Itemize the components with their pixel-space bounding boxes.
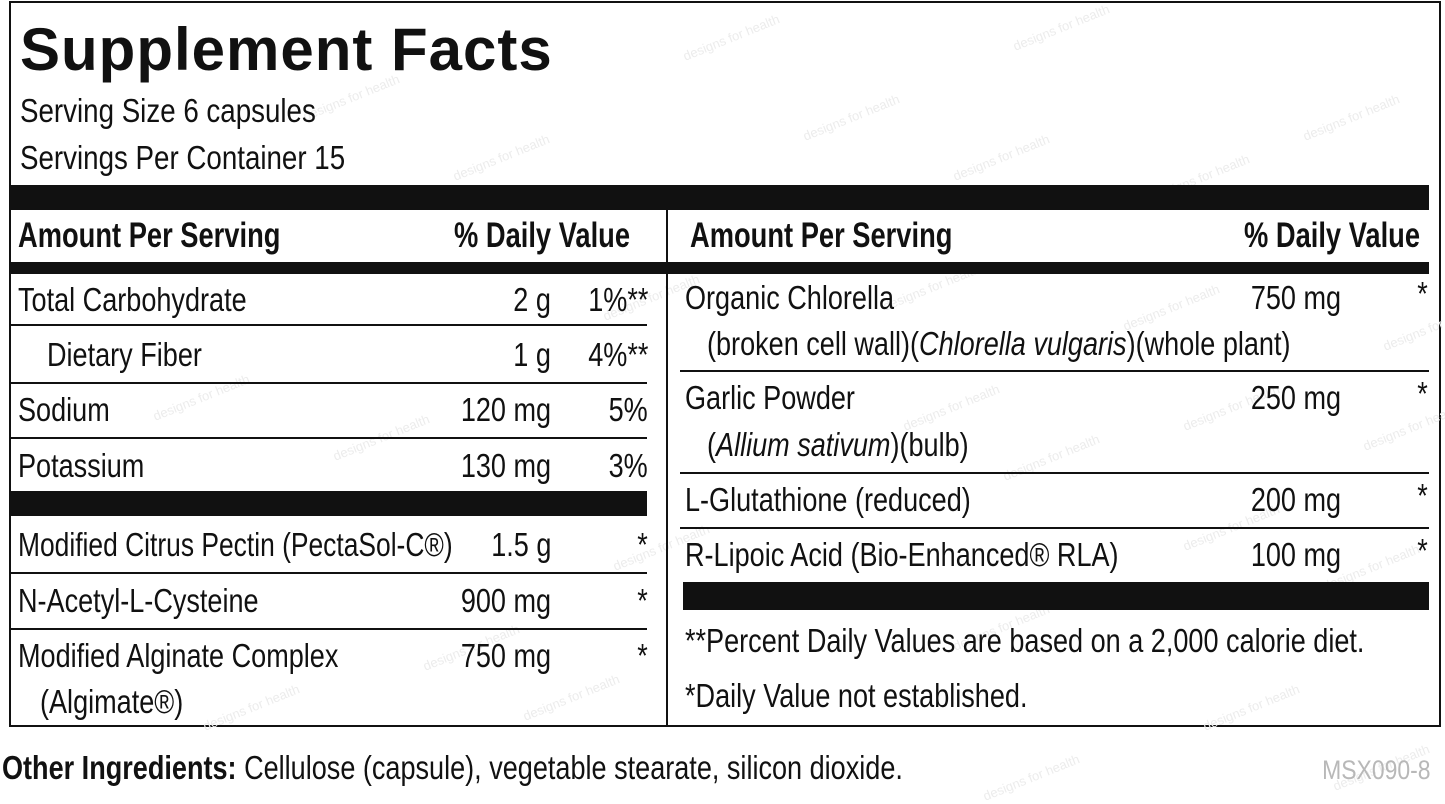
- footnote-percent: **Percent Daily Values are based on a 2,…: [685, 624, 1445, 657]
- row-dv: 5%: [608, 391, 648, 428]
- row-dv: 1%**: [587, 281, 648, 318]
- panel-title: Supplement Facts: [20, 20, 553, 80]
- right-header-amount: Amount Per Serving: [690, 218, 1026, 253]
- row-amount: 750 mg: [460, 637, 551, 674]
- row-name: N-Acetyl-L-Cysteine: [18, 582, 259, 619]
- row-amount: 200 mg: [1250, 481, 1341, 518]
- row-rule: [680, 370, 1429, 372]
- product-code: MSX090-8: [1303, 757, 1431, 784]
- left-header-bar: [11, 262, 666, 274]
- row-subtext-pre: (: [707, 426, 717, 463]
- row-amount: 750 mg: [1250, 279, 1341, 316]
- thick-bar-top: [11, 185, 1429, 210]
- row-subtext-latin: Chlorella vulgaris: [919, 325, 1127, 362]
- row-subtext-latin: Allium sativum: [716, 426, 891, 463]
- row-subtext: (broken cell wall)(Chlorella vulgaris)(w…: [707, 327, 1291, 360]
- row-name: Modified Alginate Complex: [18, 637, 339, 674]
- product-code-text: MSX090-8: [1322, 755, 1431, 785]
- supplement-facts-panel: [9, 1, 1441, 727]
- footnote-percent-text: **Percent Daily Values are based on a 2,…: [685, 622, 1365, 659]
- row-subtext-pre: (broken cell wall)(: [707, 325, 920, 362]
- row-name: Total Carbohydrate: [18, 281, 247, 318]
- row-dv: 3%: [608, 447, 648, 484]
- row-rule: [11, 437, 647, 439]
- other-ingredients-text: Cellulose (capsule), vegetable stearate,…: [236, 749, 903, 786]
- row-subtext: (Allium sativum)(bulb): [707, 428, 969, 461]
- servings-per-container-text: Servings Per Container 15: [20, 139, 346, 176]
- row-dv: *: [1417, 275, 1428, 312]
- row-dv: *: [1417, 477, 1428, 514]
- row-rule: [11, 382, 647, 384]
- row-dv: *: [1417, 532, 1428, 569]
- row-dv: *: [637, 582, 648, 619]
- row-dv: *: [637, 526, 648, 563]
- right-header-bar: [668, 262, 1429, 274]
- row-name: Organic Chlorella: [685, 279, 895, 316]
- column-divider: [666, 210, 668, 726]
- right-header-dv-text: % Daily Value: [1244, 216, 1421, 255]
- row-dv: *: [637, 637, 648, 674]
- row-amount: 1 g: [513, 336, 551, 373]
- row-amount: 900 mg: [460, 582, 551, 619]
- row-amount: 2 g: [513, 281, 551, 318]
- other-ingredients-label: Other Ingredients:: [2, 749, 237, 786]
- row-name: Dietary Fiber: [47, 336, 202, 373]
- left-mid-bar: [11, 491, 647, 516]
- row-name: R-Lipoic Acid (Bio-Enhanced® RLA): [685, 536, 1119, 573]
- left-header-amount-text: Amount Per Serving: [18, 216, 281, 255]
- row-rule: [680, 472, 1429, 474]
- row-dv: 4%**: [587, 336, 648, 373]
- servings-per-container: Servings Per Container 15: [20, 141, 407, 174]
- row-amount: 1.5 g: [490, 526, 551, 563]
- right-bottom-bar: [683, 582, 1429, 610]
- right-header-dv: % Daily Value: [1244, 218, 1445, 253]
- right-header-amount-text: Amount Per Serving: [690, 216, 953, 255]
- row-name: Potassium: [18, 447, 145, 484]
- title-text: Supplement Facts: [20, 16, 553, 83]
- footnote-not-established: *Daily Value not established.: [685, 679, 1103, 712]
- row-rule: [11, 324, 647, 326]
- row-rule: [680, 527, 1429, 529]
- row-name: L-Glutathione (reduced): [685, 481, 971, 518]
- row-amount: 120 mg: [460, 391, 551, 428]
- left-header-amount: Amount Per Serving: [18, 218, 354, 253]
- row-subtext-post: )(whole plant): [1126, 325, 1291, 362]
- row-amount: 130 mg: [460, 447, 551, 484]
- row-subtext: (Algimate®): [40, 683, 184, 720]
- row-name: Modified Citrus Pectin (PectaSol-C®): [18, 526, 453, 563]
- row-amount: 100 mg: [1250, 536, 1341, 573]
- left-header-dv-text: % Daily Value: [454, 216, 631, 255]
- row-rule: [11, 572, 647, 574]
- other-ingredients: Other Ingredients: Cellulose (capsule), …: [2, 751, 1101, 784]
- row-dv: *: [1417, 375, 1428, 412]
- row-name: Sodium: [18, 391, 110, 428]
- row-rule: [11, 628, 647, 630]
- serving-size: Serving Size 6 capsules: [20, 94, 372, 127]
- left-header-dv: % Daily Value: [454, 218, 680, 253]
- footnote-not-established-text: *Daily Value not established.: [685, 677, 1028, 714]
- row-subtext-post: )(bulb): [890, 426, 969, 463]
- row-amount: 250 mg: [1250, 379, 1341, 416]
- row-name: Garlic Powder: [685, 379, 855, 416]
- serving-size-text: Serving Size 6 capsules: [20, 92, 316, 129]
